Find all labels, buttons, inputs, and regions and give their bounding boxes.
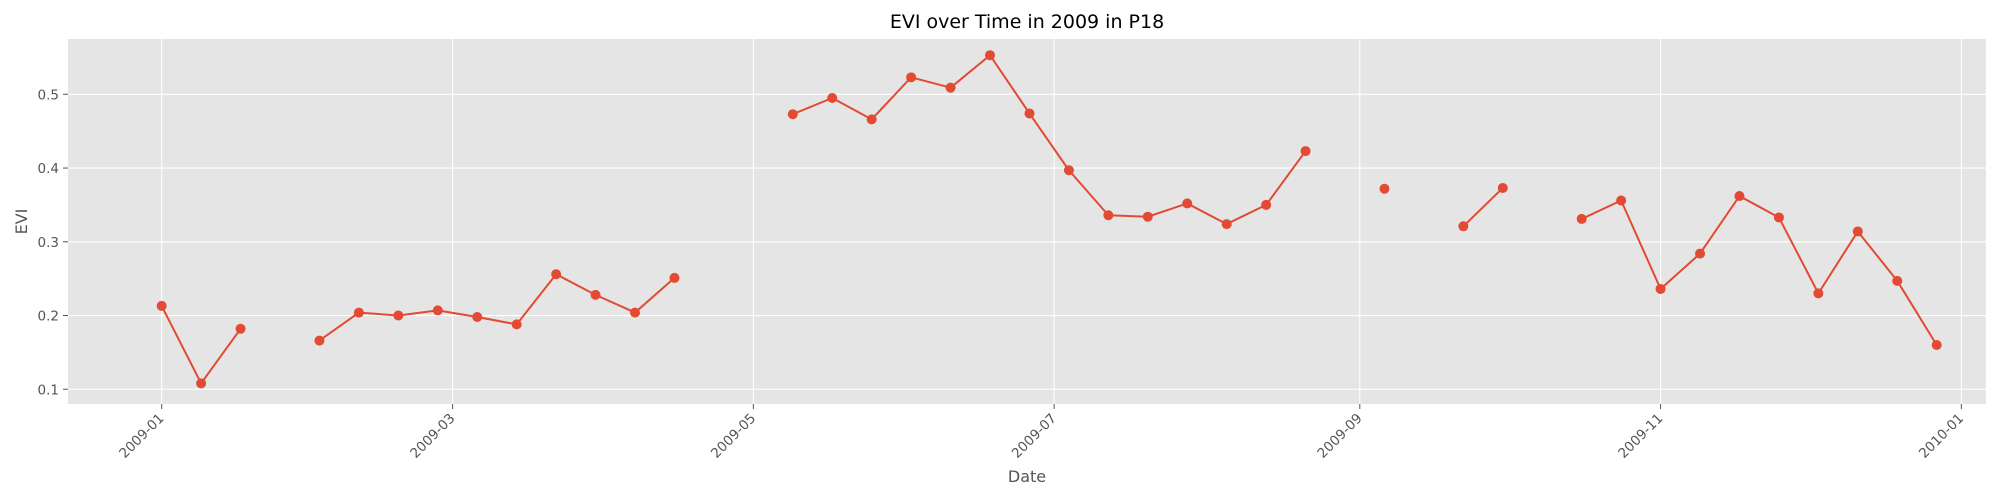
data-point xyxy=(1734,191,1745,202)
data-point xyxy=(432,305,443,316)
data-point xyxy=(393,310,404,321)
y-tick-label: 0.1 xyxy=(38,382,59,398)
data-point xyxy=(551,269,562,280)
data-point xyxy=(590,289,601,300)
grid-lines xyxy=(68,39,1986,404)
data-point xyxy=(787,109,798,120)
data-point xyxy=(235,323,246,334)
data-point xyxy=(1655,283,1666,294)
data-point xyxy=(1576,213,1587,224)
data-point xyxy=(1024,108,1035,119)
x-tick-label: 2009-09 xyxy=(1314,411,1365,462)
y-tick-label: 0.5 xyxy=(38,87,59,103)
series-line-segment xyxy=(1462,187,1504,228)
x-axis-label: Date xyxy=(1008,467,1046,486)
data-point xyxy=(866,114,877,125)
data-point xyxy=(1813,288,1824,299)
chart-title: EVI over Time in 2009 in P18 xyxy=(890,11,1164,33)
data-point xyxy=(906,72,917,83)
y-tick-label: 0.2 xyxy=(38,309,59,325)
data-point xyxy=(156,300,167,311)
data-point xyxy=(1852,226,1863,237)
data-point xyxy=(827,92,838,103)
y-axis-label: EVI xyxy=(12,209,31,235)
x-tick-label: 2010-01 xyxy=(1916,411,1967,462)
data-point xyxy=(985,50,996,61)
series-line-segment xyxy=(1581,195,1938,346)
data-point xyxy=(1142,211,1153,222)
data-point xyxy=(196,378,207,389)
plot-area xyxy=(68,39,1986,404)
y-tick-label: 0.3 xyxy=(38,235,59,251)
data-point xyxy=(1261,199,1272,210)
data-point xyxy=(1182,198,1193,209)
data-point xyxy=(1616,195,1627,206)
series-line-segment xyxy=(792,54,1307,226)
data-point xyxy=(1458,221,1469,232)
data-point xyxy=(1063,165,1074,176)
data-point xyxy=(1931,340,1942,351)
data-point xyxy=(314,335,325,346)
data-point xyxy=(1773,212,1784,223)
data-point xyxy=(1892,275,1903,286)
data-point xyxy=(511,319,522,330)
data-point xyxy=(1379,183,1390,194)
y-tick-label: 0.4 xyxy=(38,161,59,177)
series-line-segment xyxy=(318,273,676,342)
data-point xyxy=(353,307,364,318)
data-point xyxy=(1221,219,1232,230)
data-point xyxy=(1695,248,1706,259)
x-tick-label: 2009-11 xyxy=(1615,411,1666,462)
data-point xyxy=(1497,182,1508,193)
data-point xyxy=(630,307,641,318)
x-tick-label: 2009-05 xyxy=(708,411,759,462)
x-tick-label: 2009-01 xyxy=(116,411,167,462)
x-tick-label: 2009-07 xyxy=(1009,411,1060,462)
data-point xyxy=(945,82,956,93)
data-series xyxy=(156,50,1942,389)
x-tick-label: 2009-03 xyxy=(407,411,458,462)
data-point xyxy=(1103,210,1114,221)
data-point xyxy=(669,272,680,283)
data-point xyxy=(1300,146,1311,157)
data-point xyxy=(472,311,483,322)
